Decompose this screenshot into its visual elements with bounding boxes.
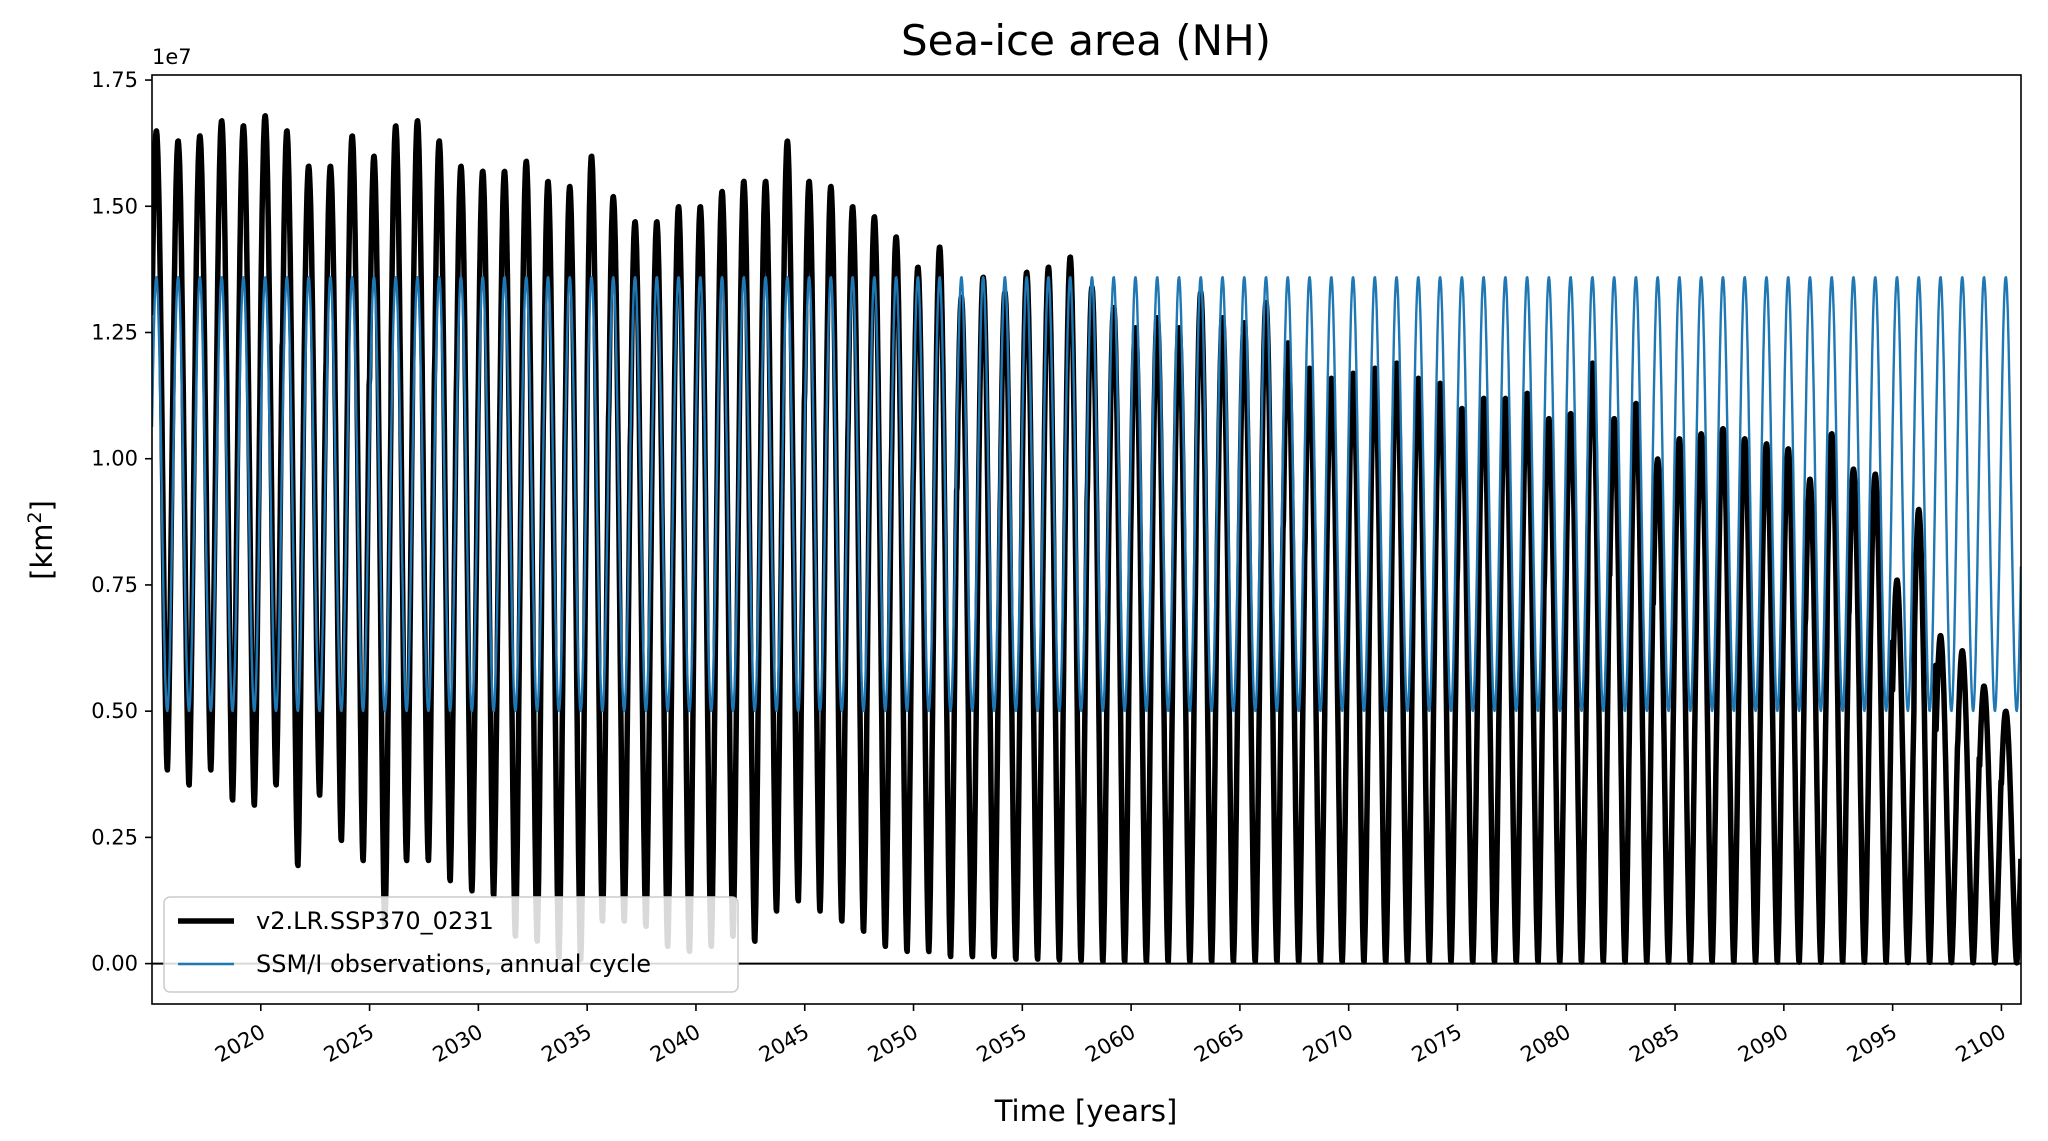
y-tick-label: 0.50 xyxy=(91,699,138,723)
y-axis-title-main: [km xyxy=(25,524,59,580)
plot-frame xyxy=(151,74,2022,1005)
y-tick-label: 1.50 xyxy=(91,194,138,218)
y-tick-label: 0.75 xyxy=(91,573,138,597)
y-axis: 0.00 0.25 0.50 0.75 1.00 1.25 1.50 1.75 xyxy=(91,68,152,976)
y-tick-label: 0.00 xyxy=(91,952,138,976)
chart-title: Sea-ice area (NH) xyxy=(901,16,1271,65)
y-offset-label: 1e7 xyxy=(152,45,192,69)
y-axis-title: [km2] xyxy=(24,500,59,580)
y-tick-label: 1.75 xyxy=(91,68,138,92)
y-tick-label: 0.25 xyxy=(91,825,138,849)
legend-label-observations: SSM/I observations, annual cycle xyxy=(256,950,651,978)
y-tick-label: 1.25 xyxy=(91,320,138,344)
y-tick-label: 1.00 xyxy=(91,447,138,471)
y-axis-title-close: ] xyxy=(25,500,59,511)
x-axis-title: Time [years] xyxy=(994,1094,1178,1128)
legend-label-model: v2.LR.SSP370_0231 xyxy=(256,907,494,935)
legend: v2.LR.SSP370_0231 SSM/I observations, an… xyxy=(163,896,739,993)
series-line-observations xyxy=(152,276,2021,713)
series-layer xyxy=(152,113,2021,966)
y-axis-title-superscript: 2 xyxy=(24,511,46,523)
legend-box xyxy=(163,896,739,993)
